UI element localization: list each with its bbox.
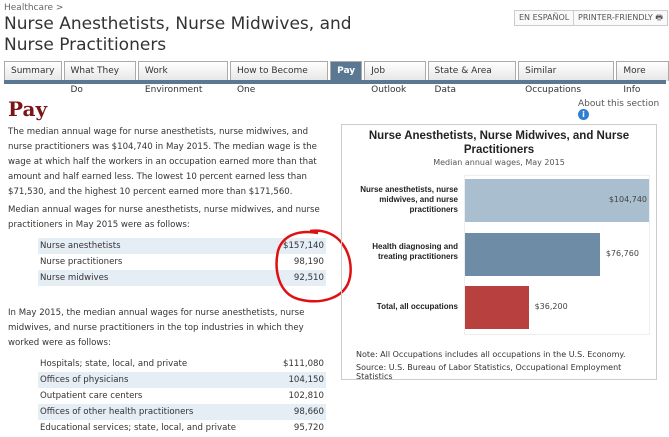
pay-paragraph-2: Median annual wages for nurse anesthetis… xyxy=(8,205,320,230)
tab-bar: Summary What They Do Work Environment How t… xyxy=(4,61,669,95)
row-value: 102,810 xyxy=(288,391,324,401)
printer-friendly-button[interactable]: PRINTER-FRIENDLY 🖶 xyxy=(573,10,668,26)
chart-source: Source: U.S. Bureau of Labor Statistics,… xyxy=(356,363,622,381)
table-row: Offices of other health practitioners 98,… xyxy=(38,404,326,420)
bar xyxy=(465,179,649,222)
tab-state-area-data[interactable]: State & Area Data xyxy=(427,61,517,95)
about-section-link[interactable]: About this section i xyxy=(578,99,669,120)
table-row: Nurse midwives 92,510 xyxy=(38,270,326,286)
pay-paragraph-3: In May 2015, the median annual wages for… xyxy=(8,308,305,348)
printer-friendly-label: PRINTER-FRIENDLY xyxy=(578,13,653,22)
table-row: Offices of physicians 104,150 xyxy=(38,372,326,388)
table-row: Hospitals; state, local, and private $111… xyxy=(38,356,326,372)
chart-title: Nurse Anesthetists, Nurse Midwives, and … xyxy=(368,130,630,156)
row-label: Outpatient care centers xyxy=(40,391,143,401)
row-value: $111,080 xyxy=(282,359,324,369)
row-value: $157,140 xyxy=(282,241,324,251)
tab-how-to-become-one[interactable]: How to Become One xyxy=(229,61,329,95)
row-label: Educational services; state, local, and … xyxy=(40,423,237,433)
category-label: Health diagnosing and treating practitio… xyxy=(372,242,458,261)
tab-similar-occupations[interactable]: Similar Occupations xyxy=(518,61,615,95)
bar-value-label: $104,740 xyxy=(608,195,647,204)
row-value: 98,660 xyxy=(293,407,324,417)
section-heading: Pay xyxy=(8,97,48,121)
category-label: Nurse anesthetists, nurse midwives, and … xyxy=(360,185,458,214)
tab-more-info[interactable]: More Info xyxy=(616,61,669,95)
pay-paragraph-1: The median annual wage for nurse anesthe… xyxy=(8,127,317,197)
row-label: Hospitals; state, local, and private xyxy=(40,359,188,369)
row-label: Offices of other health practitioners xyxy=(40,407,194,417)
page-title: Nurse Anesthetists, Nurse Midwives, and … xyxy=(4,14,352,55)
row-label: Nurse practitioners xyxy=(40,257,123,267)
chart-note: Note: All Occupations includes all occup… xyxy=(356,350,626,359)
about-label: About this section xyxy=(578,99,660,109)
plot-area: $104,740 $76,760 $36,200 xyxy=(464,175,650,335)
tab-divider xyxy=(4,80,666,84)
row-label: Nurse anesthetists xyxy=(40,241,121,251)
row-label: Nurse midwives xyxy=(40,273,109,283)
bar xyxy=(465,233,600,276)
espanol-button[interactable]: EN ESPAÑOL xyxy=(514,10,575,26)
table-row: Educational services; state, local, and … xyxy=(38,420,326,436)
tab-pay[interactable]: Pay xyxy=(330,61,363,81)
table-row: Nurse anesthetists $157,140 xyxy=(38,238,326,254)
red-circle-annotation xyxy=(275,229,352,303)
category-label: Total, all occupations xyxy=(376,302,458,311)
bar-value-label: $76,760 xyxy=(605,249,639,258)
table-row: Outpatient care centers 102,810 xyxy=(38,388,326,404)
printer-icon: 🖶 xyxy=(655,13,663,22)
row-value: 92,510 xyxy=(293,273,324,283)
row-label: Offices of physicians xyxy=(40,375,129,385)
table-row: Nurse practitioners 98,190 xyxy=(38,254,326,270)
row-value: 95,720 xyxy=(293,423,324,433)
row-value: 98,190 xyxy=(293,257,324,267)
tab-work-environment[interactable]: Work Environment xyxy=(137,61,228,95)
chart-subtitle: Median annual wages, May 2015 xyxy=(433,158,565,167)
tab-job-outlook[interactable]: Job Outlook xyxy=(364,61,426,95)
row-value: 104,150 xyxy=(288,375,324,385)
bar xyxy=(465,286,529,329)
bar-value-label: $36,200 xyxy=(534,302,568,311)
tab-what-they-do[interactable]: What They Do xyxy=(63,61,136,95)
info-icon: i xyxy=(578,109,589,120)
breadcrumb[interactable]: Healthcare > xyxy=(4,3,64,13)
tab-summary[interactable]: Summary xyxy=(4,61,62,81)
wage-chart: Nurse Anesthetists, Nurse Midwives, and … xyxy=(341,124,657,381)
